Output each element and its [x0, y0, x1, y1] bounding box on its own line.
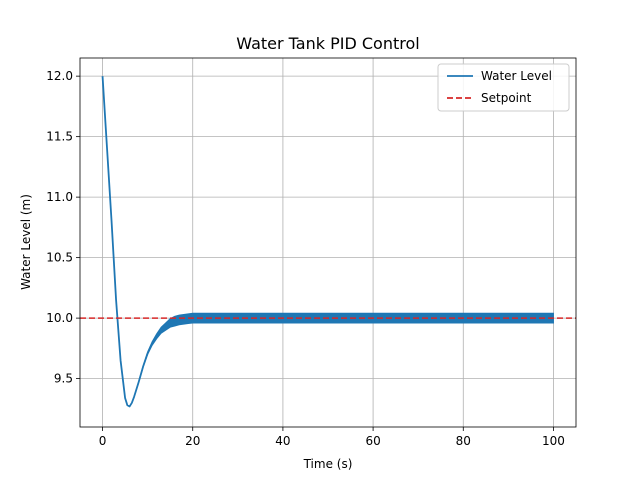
y-tick-label: 11.5 [46, 130, 73, 144]
y-tick-label: 10.0 [46, 311, 73, 325]
water-level-line [101, 76, 554, 408]
y-tick-label: 10.5 [46, 251, 73, 265]
legend-label: Setpoint [481, 91, 532, 105]
x-tick-label: 100 [542, 434, 565, 448]
x-tick-label: 40 [275, 434, 290, 448]
series-group [80, 76, 576, 408]
x-tick-label: 60 [365, 434, 380, 448]
x-axis-label: Time (s) [303, 457, 353, 471]
plot-area [80, 76, 576, 408]
x-tick-label: 0 [99, 434, 107, 448]
y-tick-label: 11.0 [46, 190, 73, 204]
axes-frame [79, 57, 577, 428]
legend: Water Level Setpoint [437, 63, 570, 112]
chart-title: Water Tank PID Control [236, 34, 419, 53]
x-tick-label: 20 [185, 434, 200, 448]
y-axis-label: Water Level (m) [19, 194, 33, 290]
legend-label: Water Level [481, 69, 552, 83]
ticks: 0 20 40 60 80 100 9.5 10.0 10.5 11.0 11.5 12.0 [46, 69, 565, 448]
x-tick-label: 80 [456, 434, 471, 448]
y-tick-label: 9.5 [54, 372, 73, 386]
axes [79, 57, 577, 428]
y-tick-label: 12.0 [46, 69, 73, 83]
